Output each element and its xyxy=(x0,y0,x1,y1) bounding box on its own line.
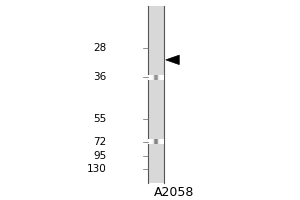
Text: 130: 130 xyxy=(87,164,106,174)
Bar xyxy=(160,75,161,80)
Text: A2058: A2058 xyxy=(154,186,194,199)
Text: 95: 95 xyxy=(93,151,106,161)
Bar xyxy=(150,139,151,144)
Polygon shape xyxy=(166,55,179,65)
Bar xyxy=(162,75,163,80)
Bar xyxy=(154,75,155,80)
Text: 55: 55 xyxy=(93,114,106,124)
Bar xyxy=(152,139,153,144)
Bar xyxy=(155,75,156,80)
Text: 72: 72 xyxy=(93,137,106,147)
Bar xyxy=(161,139,162,144)
Bar xyxy=(154,139,155,144)
Text: 28: 28 xyxy=(93,43,106,53)
Bar xyxy=(153,139,154,144)
Bar xyxy=(151,139,152,144)
Bar xyxy=(148,6,164,183)
Bar xyxy=(153,75,154,80)
Bar xyxy=(149,139,150,144)
Bar xyxy=(159,139,160,144)
Bar xyxy=(148,75,149,80)
Bar xyxy=(163,75,164,80)
Bar xyxy=(160,139,161,144)
Bar xyxy=(159,75,160,80)
Bar xyxy=(155,139,156,144)
Text: 36: 36 xyxy=(93,72,106,82)
Bar xyxy=(162,139,163,144)
Bar xyxy=(151,75,152,80)
Bar xyxy=(163,139,164,144)
Bar xyxy=(157,75,158,80)
Bar xyxy=(158,75,159,80)
Bar xyxy=(156,139,157,144)
Bar xyxy=(161,75,162,80)
Bar xyxy=(157,139,158,144)
Bar xyxy=(156,75,157,80)
Bar xyxy=(149,75,150,80)
Bar xyxy=(150,75,151,80)
Bar xyxy=(158,139,159,144)
Bar xyxy=(152,75,153,80)
Bar xyxy=(148,139,149,144)
